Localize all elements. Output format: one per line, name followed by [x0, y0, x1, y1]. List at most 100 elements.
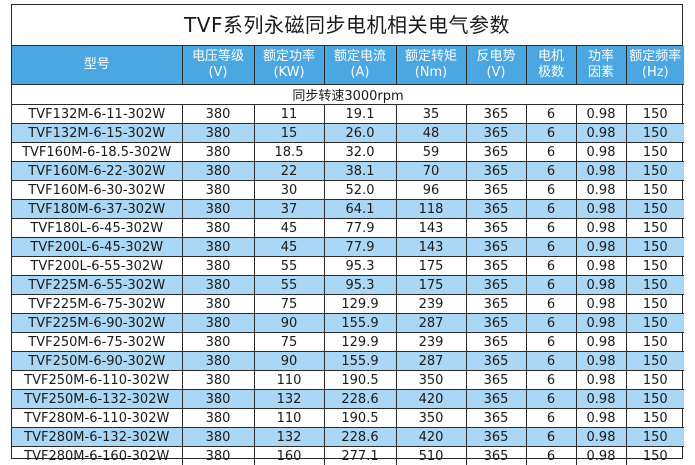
cell-model: TVF180M-6-37-302W	[12, 200, 182, 219]
cell-back-emf: 365	[466, 143, 526, 162]
cell-model: TVF200L-6-45-302W	[12, 238, 182, 257]
cell-model: TVF160M-6-30-302W	[12, 181, 182, 200]
cell-rated-frequency: 150	[626, 333, 684, 352]
cell-rated-current: 95.3	[324, 276, 396, 295]
cell-rated-power: 75	[254, 295, 324, 314]
cell-back-emf: 365	[466, 428, 526, 447]
cell-voltage: 380	[182, 390, 254, 409]
cell-rated-torque: 96	[396, 181, 466, 200]
cell-voltage: 380	[182, 295, 254, 314]
cell-rated-current: 52.0	[324, 181, 396, 200]
cell-rated-current: 19.1	[324, 105, 396, 124]
cell-rated-power: 18.5	[254, 143, 324, 162]
cell-rated-power: 45	[254, 238, 324, 257]
cell-rated-power: 22	[254, 162, 324, 181]
cell-rated-power: 132	[254, 428, 324, 447]
cell-voltage: 380	[182, 371, 254, 390]
cell-power-factor: 0.98	[576, 162, 626, 181]
cell-poles: 6	[526, 143, 576, 162]
cell-model: TVF280M-6-110-302W	[12, 409, 182, 428]
cell-rated-frequency: 150	[626, 390, 684, 409]
header-back-emf: 反电势(V)	[466, 46, 526, 85]
cell-rated-torque: 35	[396, 105, 466, 124]
cell-poles: 6	[526, 276, 576, 295]
cell-back-emf: 365	[466, 352, 526, 371]
cell-poles: 6	[526, 238, 576, 257]
cell-rated-torque: 48	[396, 124, 466, 143]
cell-voltage: 380	[182, 181, 254, 200]
header-poles: 电机极数	[526, 46, 576, 85]
cell-rated-power: 90	[254, 314, 324, 333]
cell-rated-frequency: 150	[626, 105, 684, 124]
sheet-title: TVF系列永磁同步电机相关电气参数	[12, 5, 682, 46]
cell-rated-torque: 70	[396, 162, 466, 181]
section-label: 同步转速3000rpm	[12, 85, 684, 105]
cell-rated-frequency: 150	[626, 371, 684, 390]
cell-model: TVF180L-6-45-302W	[12, 219, 182, 238]
header-rated-torque: 额定转矩(Nm)	[396, 46, 466, 85]
cell-voltage: 380	[182, 352, 254, 371]
cell-rated-current: 228.6	[324, 390, 396, 409]
cell-model: TVF160M-6-22-302W	[12, 162, 182, 181]
cell-power-factor: 0.98	[576, 257, 626, 276]
cell-model: TVF280M-6-132-302W	[12, 428, 182, 447]
header-model: 型号	[12, 46, 182, 85]
header-row: 型号 电压等级(V) 额定功率(KW) 额定电流(A) 额定转矩(Nm) 反电势…	[12, 46, 684, 85]
cell-power-factor: 0.98	[576, 352, 626, 371]
cell-back-emf: 365	[466, 238, 526, 257]
cell-rated-power: 55	[254, 276, 324, 295]
cell-rated-frequency: 150	[626, 124, 684, 143]
cell-rated-current: 129.9	[324, 333, 396, 352]
cell-rated-torque: 287	[396, 352, 466, 371]
cell-back-emf: 365	[466, 276, 526, 295]
cell-model: TVF225M-6-75-302W	[12, 295, 182, 314]
cell-rated-current: 277.1	[324, 447, 396, 465]
cell-back-emf: 365	[466, 371, 526, 390]
cell-power-factor: 0.98	[576, 219, 626, 238]
header-power-factor: 功率因素	[576, 46, 626, 85]
cell-voltage: 380	[182, 447, 254, 465]
cell-rated-current: 155.9	[324, 352, 396, 371]
cell-model: TVF250M-6-75-302W	[12, 333, 182, 352]
cell-power-factor: 0.98	[576, 428, 626, 447]
cell-rated-current: 38.1	[324, 162, 396, 181]
cell-power-factor: 0.98	[576, 371, 626, 390]
cell-back-emf: 365	[466, 219, 526, 238]
cell-poles: 6	[526, 219, 576, 238]
cell-power-factor: 0.98	[576, 124, 626, 143]
cell-rated-current: 77.9	[324, 219, 396, 238]
cell-rated-current: 32.0	[324, 143, 396, 162]
cell-power-factor: 0.98	[576, 200, 626, 219]
cell-poles: 6	[526, 105, 576, 124]
cell-rated-frequency: 150	[626, 409, 684, 428]
cell-back-emf: 365	[466, 124, 526, 143]
motor-parameter-table: 型号 电压等级(V) 额定功率(KW) 额定电流(A) 额定转矩(Nm) 反电势…	[12, 46, 684, 465]
cell-rated-torque: 175	[396, 257, 466, 276]
cell-rated-torque: 420	[396, 428, 466, 447]
cell-rated-frequency: 150	[626, 162, 684, 181]
cell-rated-torque: 59	[396, 143, 466, 162]
cell-model: TVF250M-6-110-302W	[12, 371, 182, 390]
cell-rated-torque: 510	[396, 447, 466, 465]
cell-poles: 6	[526, 200, 576, 219]
cell-back-emf: 365	[466, 181, 526, 200]
cell-rated-frequency: 150	[626, 352, 684, 371]
cell-voltage: 380	[182, 124, 254, 143]
cell-model: TVF132M-6-11-302W	[12, 105, 182, 124]
cell-rated-frequency: 150	[626, 276, 684, 295]
cell-model: TVF200L-6-55-302W	[12, 257, 182, 276]
cell-voltage: 380	[182, 409, 254, 428]
cell-poles: 6	[526, 333, 576, 352]
cell-rated-torque: 239	[396, 295, 466, 314]
